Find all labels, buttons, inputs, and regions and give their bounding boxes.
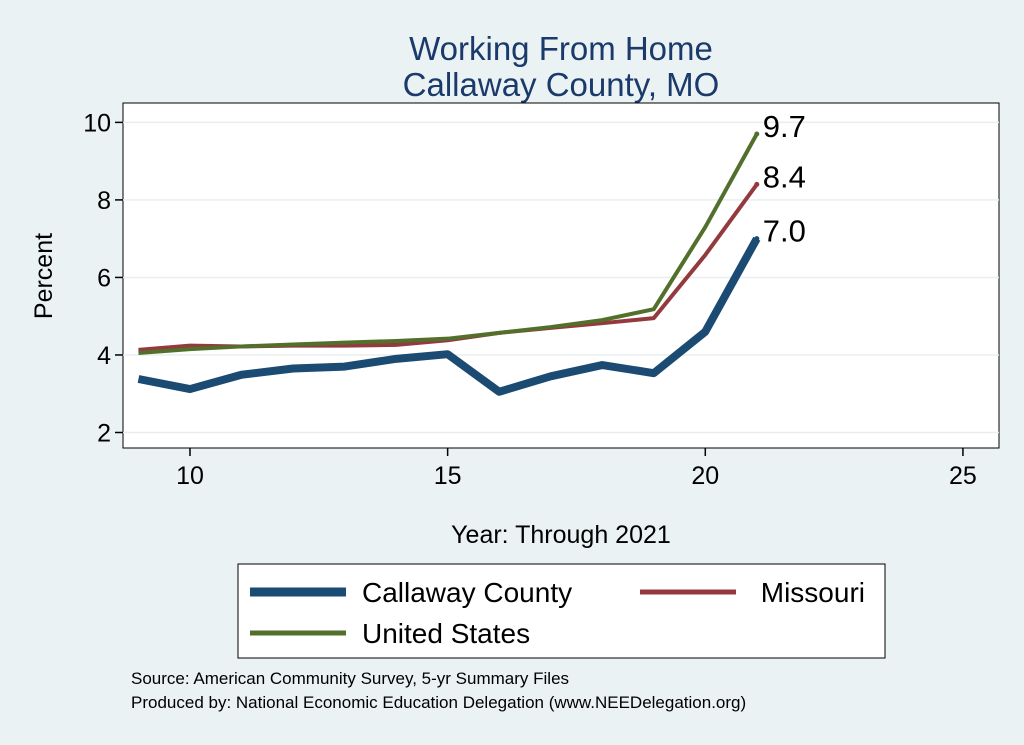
x-tick-label: 10 xyxy=(176,462,204,490)
grid-lines xyxy=(123,121,999,434)
producer-note: Produced by: National Economic Education… xyxy=(131,693,746,712)
end-labels: 7.0 8.4 9.7 xyxy=(763,109,806,249)
legend-label: Missouri xyxy=(761,577,865,608)
y-axis-title: Percent xyxy=(30,233,58,319)
y-tick-label: 2 xyxy=(97,419,111,447)
legend: Callaway County Missouri United States xyxy=(250,577,865,649)
plot-area xyxy=(122,102,1000,449)
legend-label: Callaway County xyxy=(362,577,572,608)
y-tick-label: 4 xyxy=(97,342,111,370)
legend-box xyxy=(237,563,886,659)
x-tick-label: 15 xyxy=(434,462,462,490)
x-tick-label: 25 xyxy=(949,462,977,490)
series-line-united-states xyxy=(138,133,759,356)
series-end-marker xyxy=(754,236,760,242)
x-tick-label: 20 xyxy=(691,462,719,490)
end-value-label-callaway-county: 7.0 xyxy=(763,214,806,249)
series-end-marker xyxy=(754,181,760,187)
series-lines xyxy=(137,131,761,396)
axes: 2 4 6 8 10 10 15 20 25 xyxy=(83,109,977,490)
y-tick-label: 6 xyxy=(97,264,111,292)
chart-title-line-2: Callaway County, MO xyxy=(403,66,720,103)
series-end-marker xyxy=(754,131,760,137)
legend-label: United States xyxy=(362,618,530,649)
series-line-callaway-county xyxy=(137,236,761,396)
x-axis-title: Year: Through 2021 xyxy=(451,521,671,549)
y-tick-label: 10 xyxy=(83,109,111,137)
end-value-label-united-states: 9.7 xyxy=(763,109,806,144)
y-tick-label: 8 xyxy=(97,187,111,215)
source-note: Source: American Community Survey, 5-yr … xyxy=(131,669,569,688)
chart-title-line-1: Working From Home xyxy=(409,30,713,67)
end-value-label-missouri: 8.4 xyxy=(763,159,806,194)
